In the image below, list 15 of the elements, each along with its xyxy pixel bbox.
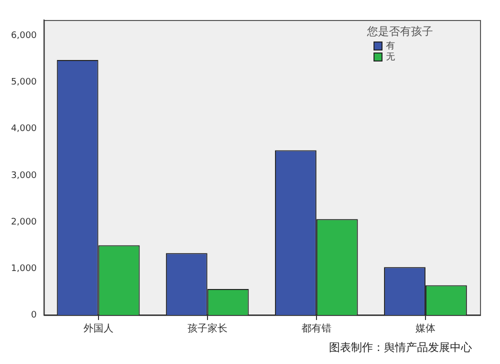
y-tick-label: 6,000 — [11, 31, 38, 42]
legend-label: 有 — [386, 40, 395, 52]
y-tick-label: 2,000 — [11, 217, 38, 228]
x-tick-label: 外国人 — [83, 324, 114, 335]
legend-label: 无 — [386, 52, 395, 62]
y-tick-label: 1,000 — [11, 264, 38, 274]
text: 图表制作：舆情产品发展中心 — [329, 340, 472, 355]
x-tick-label: 都有错 — [301, 322, 332, 335]
y-tick-label: 5,000 — [11, 78, 38, 88]
legend-title: 您是否有孩子 — [366, 24, 433, 38]
x-tick-label: 媒体 — [415, 322, 436, 335]
x-tick-label: 孩子家长 — [187, 322, 228, 335]
y-tick-label: 0 — [31, 310, 38, 320]
y-tick-label: 3,000 — [11, 170, 38, 181]
y-tick-label: 4,000 — [11, 124, 38, 134]
